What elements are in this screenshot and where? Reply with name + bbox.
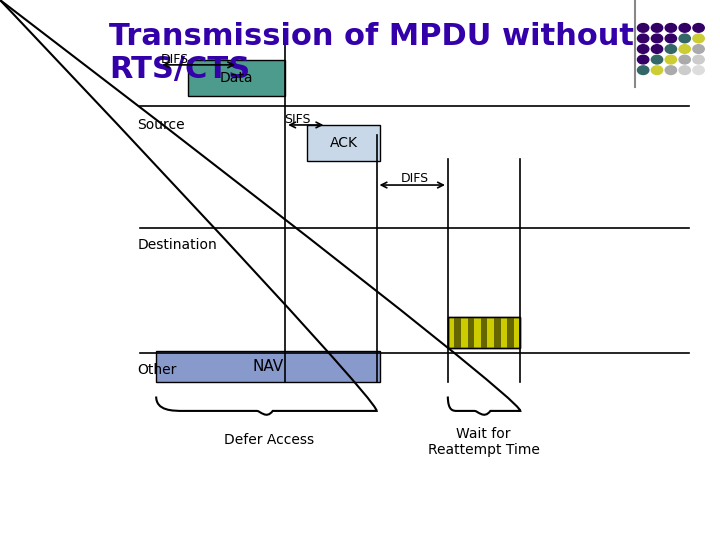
Bar <box>494 317 500 348</box>
Bar <box>454 317 461 348</box>
Bar <box>507 317 513 348</box>
Circle shape <box>665 24 677 32</box>
Circle shape <box>637 66 649 75</box>
Circle shape <box>665 45 677 53</box>
Bar <box>448 317 521 348</box>
Circle shape <box>652 34 662 43</box>
Circle shape <box>652 66 662 75</box>
Circle shape <box>652 45 662 53</box>
Circle shape <box>665 66 677 75</box>
Text: Defer Access: Defer Access <box>225 433 315 447</box>
Text: NAV: NAV <box>253 359 284 374</box>
Text: SIFS: SIFS <box>284 113 310 126</box>
Text: Other: Other <box>138 363 176 377</box>
Text: DIFS: DIFS <box>161 53 189 66</box>
Circle shape <box>679 45 690 53</box>
Circle shape <box>652 24 662 32</box>
Bar <box>307 125 380 161</box>
Bar <box>467 317 474 348</box>
Circle shape <box>637 24 649 32</box>
Circle shape <box>679 66 690 75</box>
Circle shape <box>679 24 690 32</box>
Text: Wait for
Reattempt Time: Wait for Reattempt Time <box>428 427 540 457</box>
Text: DIFS: DIFS <box>401 172 429 185</box>
Circle shape <box>693 55 704 64</box>
Circle shape <box>637 45 649 53</box>
Bar <box>481 317 487 348</box>
Text: Data: Data <box>220 71 253 85</box>
Text: Source: Source <box>138 118 185 132</box>
Circle shape <box>693 24 704 32</box>
Text: Destination: Destination <box>138 238 217 252</box>
Bar <box>156 351 380 382</box>
Circle shape <box>652 55 662 64</box>
Bar <box>448 317 521 348</box>
Bar <box>188 60 285 96</box>
Circle shape <box>693 45 704 53</box>
Text: ACK: ACK <box>330 136 358 150</box>
Circle shape <box>693 34 704 43</box>
Circle shape <box>679 55 690 64</box>
Circle shape <box>637 34 649 43</box>
Circle shape <box>637 55 649 64</box>
Circle shape <box>665 55 677 64</box>
Circle shape <box>665 34 677 43</box>
Circle shape <box>693 66 704 75</box>
Text: Transmission of MPDU without
RTS/CTS: Transmission of MPDU without RTS/CTS <box>109 22 634 84</box>
Circle shape <box>679 34 690 43</box>
